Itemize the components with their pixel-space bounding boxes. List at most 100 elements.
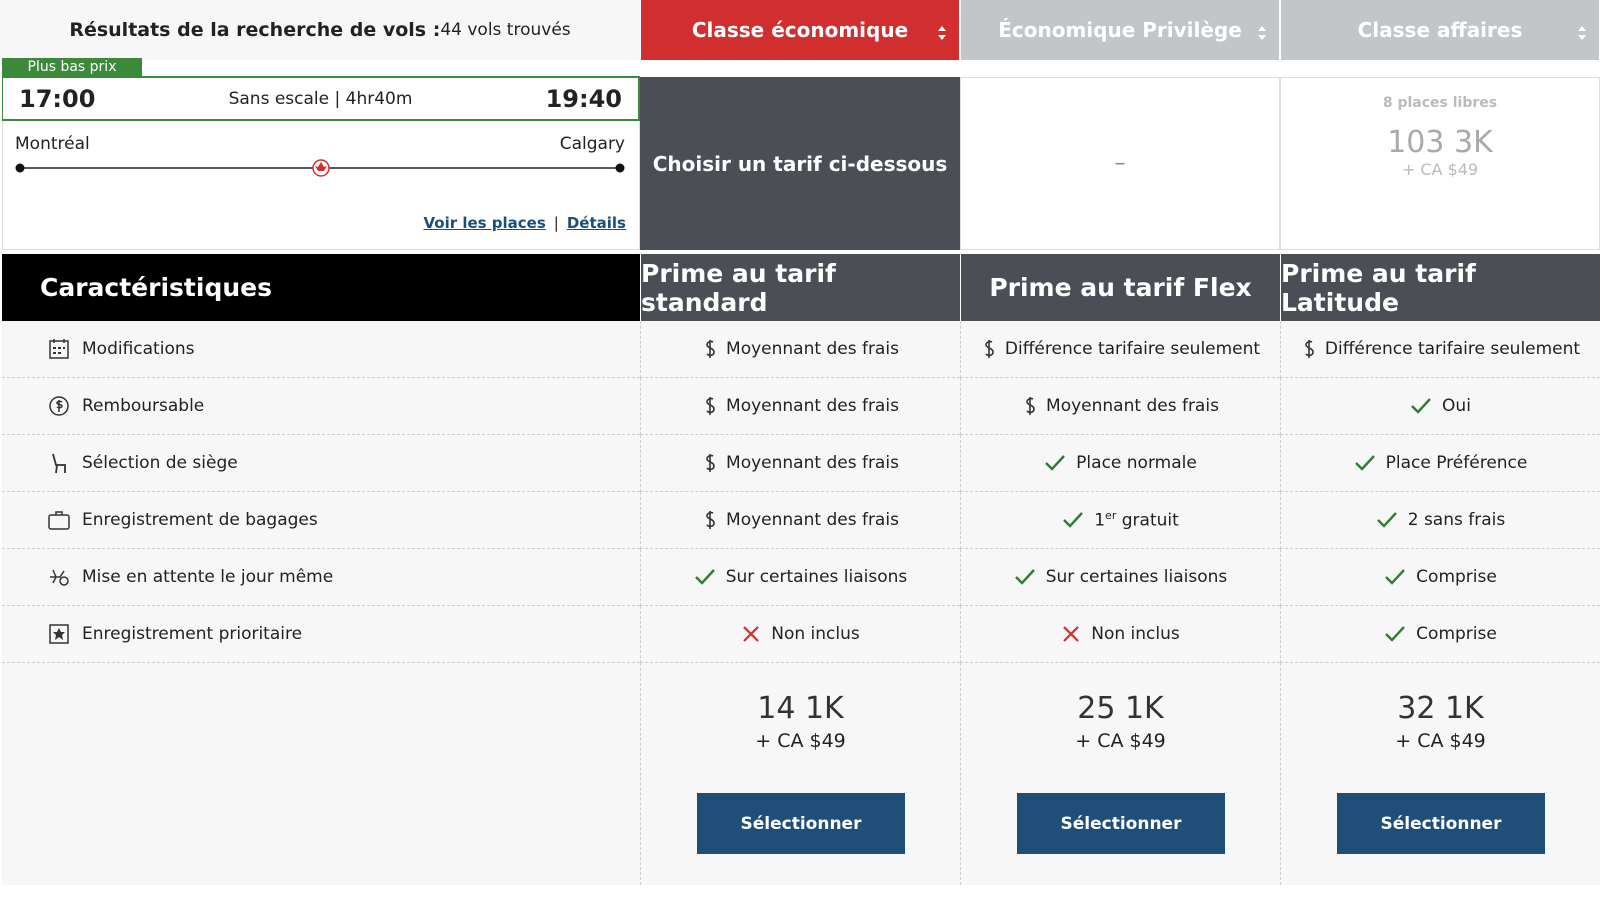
feature-cell: Sur certaines liaisons [640, 549, 960, 606]
fare-heading: Prime au tarif Flex [960, 254, 1280, 321]
feature-cell: Sur certaines liaisons [960, 549, 1280, 606]
feature-value: Comprise [1416, 624, 1497, 644]
feature-cell: Place normale [960, 435, 1280, 492]
feature-name: Modifications [82, 339, 195, 359]
cabin-name: Classe économique [691, 18, 909, 42]
sort-icon [1257, 22, 1267, 40]
feature-cell: Moyennant des frais [640, 378, 960, 435]
feature-icon [48, 509, 70, 531]
value-text: Moyennant des frais [726, 396, 899, 416]
feature-label: Mise en attente le jour même [2, 549, 640, 606]
feature-cell: Moyennant des frais [640, 492, 960, 549]
feature-label: Remboursable [2, 378, 640, 435]
feature-cell: Comprise [1280, 549, 1600, 606]
feature-name: Sélection de siège [82, 453, 238, 473]
feature-name: Remboursable [82, 396, 205, 416]
feature-value: Moyennant des frais [726, 453, 899, 473]
check-icon [1044, 453, 1066, 473]
fastest-badge: Plus bas prix [2, 58, 142, 76]
cabin-name: Classe affaires [1357, 18, 1523, 42]
feature-value: Non inclus [771, 624, 860, 644]
value-text: Moyennant des frais [726, 510, 899, 530]
check-icon [1014, 567, 1036, 587]
check-icon [694, 567, 716, 587]
search-title: Résultats de la recherche de vols :44 vo… [0, 0, 640, 60]
feature-value: Place Préférence [1386, 453, 1528, 473]
fare-cash: + CA $49 [1401, 160, 1479, 179]
feature-icon [48, 338, 70, 360]
time-box: 17:00 Sans escale | 4hr40m 19:40 [2, 76, 640, 121]
cabin-tab[interactable]: Économique Privilège [961, 0, 1279, 60]
feature-cell: Non inclus [960, 606, 1280, 663]
check-icon [1062, 510, 1084, 530]
value-text: Moyennant des frais [726, 339, 899, 359]
feature-cell: Différence tarifaire seulement [1280, 321, 1600, 378]
feature-value: Place normale [1076, 453, 1197, 473]
sort-icon [1577, 22, 1587, 40]
check-icon [1384, 624, 1406, 644]
feature-value: Moyennant des frais [726, 396, 899, 416]
price-points: 25 1K [1077, 691, 1164, 726]
cross-icon [741, 624, 761, 644]
price-points: 14 1K [757, 691, 844, 726]
select-button[interactable]: Sélectionner [1017, 793, 1225, 854]
feature-value: Moyennant des frais [726, 510, 899, 530]
seat-link[interactable]: Voir les places [423, 214, 546, 232]
check-icon [1384, 567, 1406, 587]
value-text: Moyennant des frais [726, 453, 899, 473]
feature-value: 1er gratuit [1094, 509, 1179, 531]
value-text-after: gratuit [1116, 510, 1179, 531]
route-line [15, 158, 625, 178]
seats-left: 8 places libres [1382, 95, 1498, 111]
origin: Montréal [15, 134, 90, 154]
feature-value: Sur certaines liaisons [726, 567, 908, 587]
destination: Calgary [559, 134, 625, 154]
flight-info: Sans escale | 4hr40m [228, 88, 413, 109]
price-cash: + CA $49 [755, 730, 846, 752]
feature-icon [48, 566, 70, 588]
price-cell: 25 1K + CA $49 Sélectionner [960, 663, 1280, 885]
feature-value: Moyennant des frais [1046, 396, 1219, 416]
value-text: Différence tarifaire seulement [1324, 339, 1581, 359]
value-text: Non inclus [1091, 624, 1180, 644]
cabin-tab[interactable]: Classe affaires [1281, 0, 1599, 60]
value-text: Différence tarifaire seulement [1004, 339, 1261, 359]
dollar-icon [1022, 396, 1036, 416]
value-text: Sur certaines liaisons [1045, 567, 1228, 587]
dollar-icon [1301, 339, 1315, 359]
check-icon [1354, 453, 1376, 473]
feature-cell: 1er gratuit [960, 492, 1280, 549]
cabin-tab[interactable]: Classe économique [641, 0, 959, 60]
feature-value: Oui [1442, 396, 1471, 416]
dollar-icon [702, 396, 716, 416]
flight-links: Voir les places | Détails [300, 214, 626, 240]
result-count: 44 vols trouvés [440, 20, 571, 40]
depart-time: 17:00 [19, 84, 96, 113]
feature-label: Enregistrement prioritaire [2, 606, 640, 663]
feature-value: Différence tarifaire seulement [1325, 339, 1580, 359]
feature-label: Sélection de siège [2, 435, 640, 492]
value-text: 2 sans frais [1407, 510, 1506, 530]
value-text: Comprise [1416, 567, 1497, 587]
value-text: Moyennant des frais [1046, 396, 1219, 416]
arrive-time: 19:40 [545, 84, 622, 113]
feature-name: Enregistrement prioritaire [82, 624, 303, 644]
feature-cell: Moyennant des frais [640, 435, 960, 492]
details-link[interactable]: Détails [566, 214, 626, 232]
dollar-icon [702, 453, 716, 473]
title-text: Résultats de la recherche de vols : [69, 19, 441, 41]
sort-icon [937, 22, 947, 40]
feature-cell: Oui [1280, 378, 1600, 435]
price-cell: 14 1K + CA $49 Sélectionner [640, 663, 960, 885]
feature-cell: Différence tarifaire seulement [960, 321, 1280, 378]
value-text: Place normale [1076, 453, 1197, 473]
select-button[interactable]: Sélectionner [1337, 793, 1545, 854]
no-fare: – [960, 77, 1280, 250]
feature-cell: 2 sans frais [1280, 492, 1600, 549]
feature-value: Comprise [1416, 567, 1497, 587]
features-heading: Caractéristiques [2, 254, 640, 321]
select-button[interactable]: Sélectionner [697, 793, 905, 854]
fare-heading: Prime au tarif standard [640, 254, 960, 321]
dollar-icon [981, 339, 995, 359]
